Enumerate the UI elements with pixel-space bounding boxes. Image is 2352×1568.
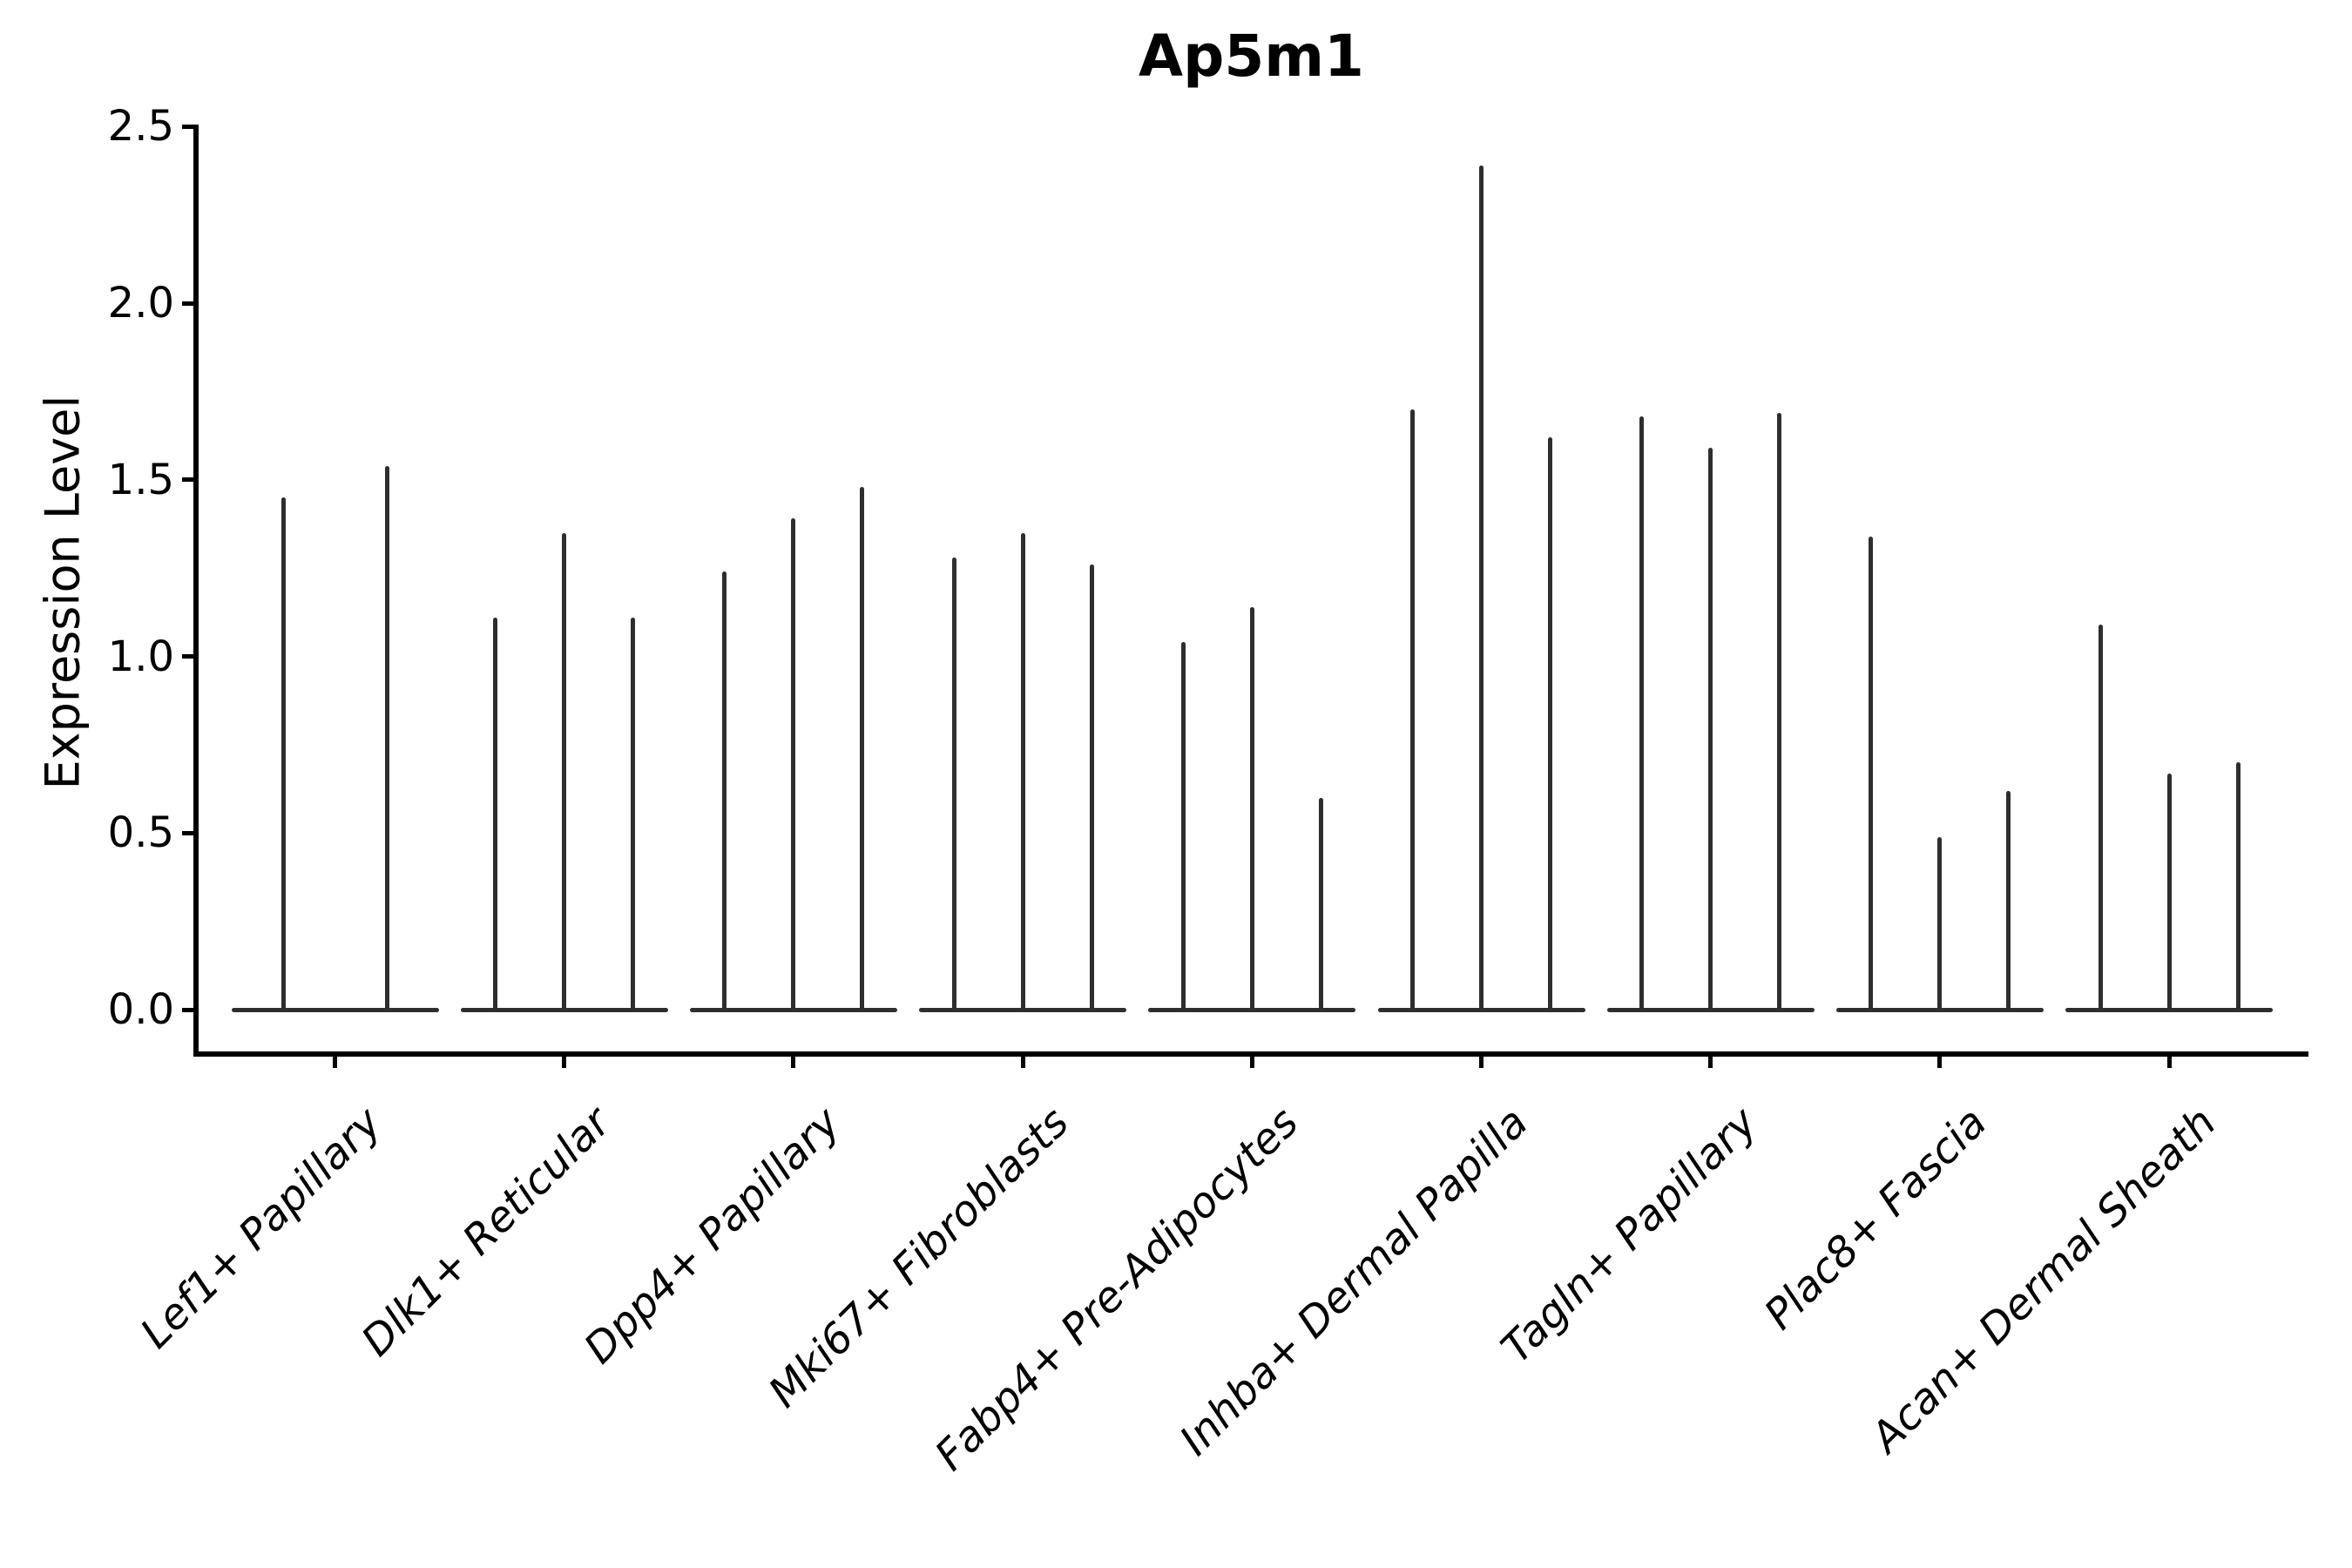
x-axis-spine <box>193 1051 2308 1057</box>
violin-spike <box>1089 564 1094 1012</box>
violin-spike <box>1180 642 1186 1012</box>
y-tick <box>182 124 194 129</box>
x-tick-label: Dlk1+ Reticular <box>352 1098 620 1366</box>
violin-spike <box>1548 437 1552 1012</box>
x-tick <box>1020 1057 1025 1068</box>
violin-spike <box>722 571 727 1012</box>
x-tick-label: Lef1+ Papillary <box>131 1098 391 1358</box>
y-tick <box>182 1007 194 1012</box>
violin-base <box>231 1008 439 1012</box>
y-tick <box>182 301 194 306</box>
y-tick <box>182 477 194 483</box>
x-tick <box>1937 1057 1943 1068</box>
violin-spike <box>493 618 498 1012</box>
y-axis-spine <box>193 125 199 1057</box>
violin-spike <box>2006 790 2011 1012</box>
x-tick-label: Plac8+ Fascia <box>1754 1098 1997 1340</box>
y-axis-label: Expression Level <box>35 395 91 790</box>
x-tick <box>791 1057 796 1068</box>
y-tick-label: 0.0 <box>107 985 174 1035</box>
x-tick <box>2166 1057 2172 1068</box>
y-tick <box>182 654 194 659</box>
violin-spike <box>1249 606 1254 1012</box>
x-tick <box>1249 1057 1254 1068</box>
violin-spike <box>2235 762 2240 1012</box>
violin-spike <box>1708 448 1713 1012</box>
violin-spike <box>1937 836 1943 1012</box>
violin-spike <box>2098 625 2103 1012</box>
x-tick-label: Tagln+ Papillary <box>1491 1098 1767 1373</box>
y-tick-label: 1.5 <box>107 455 174 504</box>
violin-spike <box>2166 773 2172 1012</box>
violin-spike <box>791 518 796 1012</box>
violin-spike <box>1479 165 1484 1012</box>
x-tick <box>562 1057 567 1068</box>
y-tick <box>182 830 194 835</box>
violin-spike <box>384 465 389 1012</box>
violin-spike <box>1639 416 1645 1012</box>
violin-spike <box>631 618 636 1012</box>
violin-spike <box>860 486 865 1012</box>
y-tick-label: 2.0 <box>107 279 174 328</box>
violin-spike <box>1410 409 1415 1012</box>
violin-spike <box>951 558 956 1012</box>
violin-spike <box>1777 412 1782 1012</box>
y-tick-label: 1.0 <box>107 632 174 681</box>
violin-spike <box>1869 536 1874 1012</box>
plot-title: Ap5m1 <box>1139 23 1364 90</box>
y-tick-label: 2.5 <box>107 102 174 152</box>
violin-spike <box>1020 532 1025 1012</box>
x-tick <box>1708 1057 1713 1068</box>
x-tick <box>1479 1057 1484 1068</box>
x-tick <box>333 1057 337 1068</box>
violin-spike <box>280 497 286 1012</box>
x-tick-label: Dpp4+ Papillary <box>574 1098 850 1374</box>
y-tick-label: 0.5 <box>107 808 174 858</box>
violin-spike <box>562 532 567 1012</box>
violin-spike <box>1318 797 1323 1012</box>
